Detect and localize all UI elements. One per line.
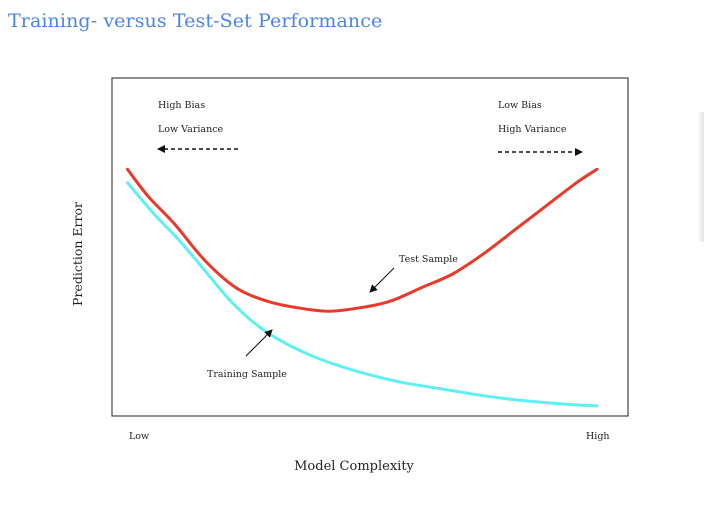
x-tick-label-high: High (586, 431, 610, 442)
series-line-training-sample (126, 181, 599, 408)
series-line-test-sample (126, 167, 599, 313)
x-axis-label: Model Complexity (294, 459, 414, 474)
training-sample-label: Training Sample (207, 369, 287, 380)
series-layer (126, 167, 599, 408)
annotation-high-bias: High Bias (158, 100, 205, 111)
y-axis-label: Prediction Error (70, 202, 85, 306)
x-tick-label-low: Low (129, 431, 149, 442)
test-sample-label: Test Sample (399, 254, 458, 265)
annotation-low-variance: Low Variance (158, 124, 224, 135)
test-sample-pointer (369, 267, 395, 293)
annotation-high-variance: High Variance (498, 124, 567, 135)
edge-shadow (697, 112, 704, 242)
training-sample-pointer (245, 329, 273, 357)
plot-frame (111, 77, 629, 417)
page-title: Training- versus Test-Set Performance (8, 10, 383, 32)
annotation-low-bias: Low Bias (498, 100, 542, 111)
